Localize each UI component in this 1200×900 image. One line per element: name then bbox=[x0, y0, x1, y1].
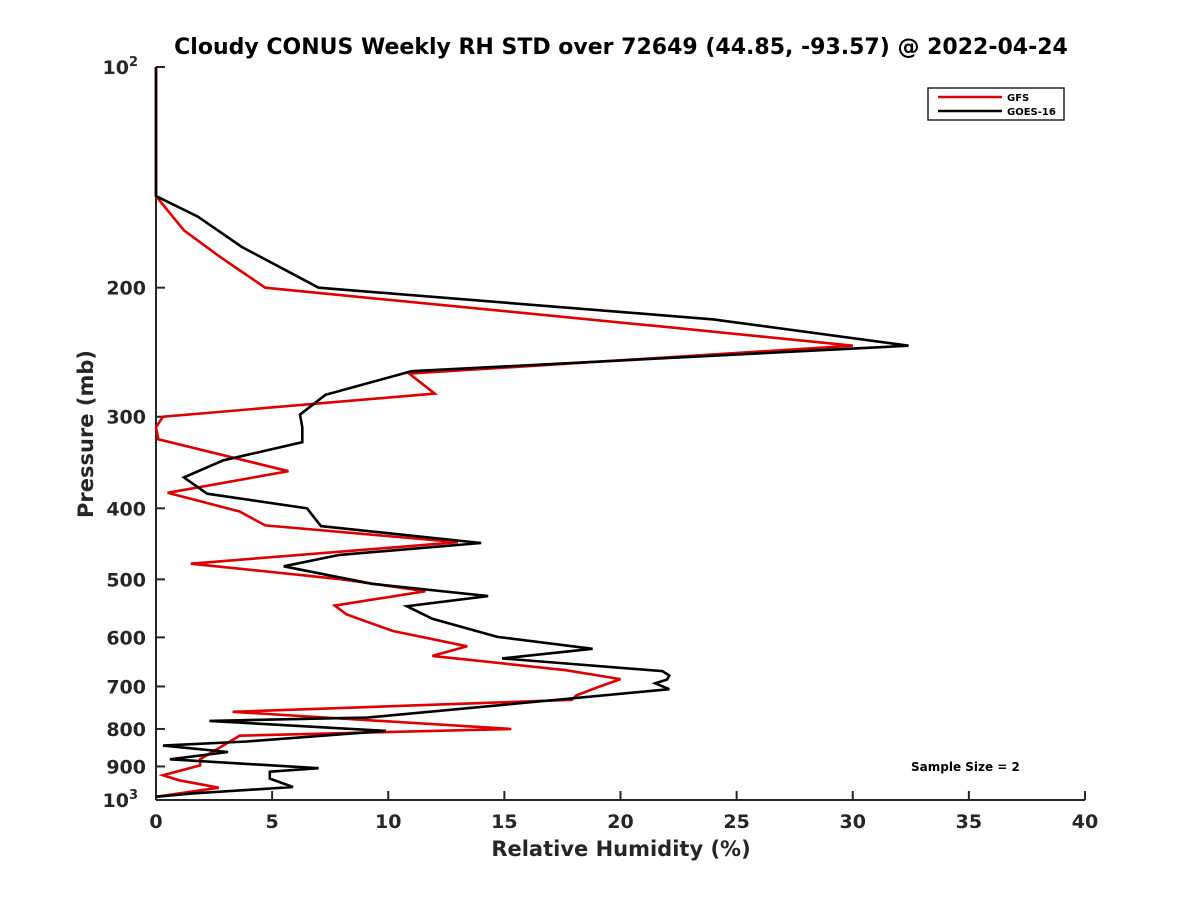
y-axis-ticks: 102 200 300 400 500 600 700 800 900 103 bbox=[103, 55, 165, 812]
y-tick-label: 103 bbox=[103, 788, 139, 812]
x-tick-label: 10 bbox=[375, 811, 401, 833]
sample-size-annotation: Sample Size = 2 bbox=[911, 760, 1020, 774]
y-tick-label: 400 bbox=[106, 498, 146, 520]
legend-label-goes16: GOES-16 bbox=[1007, 107, 1056, 118]
y-tick-label: 600 bbox=[106, 627, 146, 649]
x-tick-label: 5 bbox=[266, 811, 279, 833]
x-tick-label: 0 bbox=[149, 811, 162, 833]
y-tick-label: 700 bbox=[106, 676, 146, 698]
series-line-gfs bbox=[154, 67, 853, 799]
x-tick-label: 40 bbox=[1072, 811, 1098, 833]
x-axis-label: Relative Humidity (%) bbox=[491, 837, 750, 861]
y-tick-label: 500 bbox=[106, 569, 146, 591]
x-tick-label: 30 bbox=[840, 811, 866, 833]
chart-title: Cloudy CONUS Weekly RH STD over 72649 (4… bbox=[174, 35, 1068, 60]
y-tick-label: 800 bbox=[106, 719, 146, 741]
legend-label-gfs: GFS bbox=[1007, 93, 1029, 104]
legend: GFS GOES-16 bbox=[927, 87, 1065, 121]
y-tick-label: 300 bbox=[106, 407, 146, 429]
x-axis-ticks: 0 5 10 15 20 25 30 35 40 bbox=[149, 791, 1098, 833]
x-tick-label: 35 bbox=[956, 811, 982, 833]
plot-area: 0 5 10 15 20 25 30 35 40 102 200 300 400 500 600 700 80… bbox=[103, 55, 1099, 833]
y-tick-label: 900 bbox=[106, 756, 146, 778]
y-tick-label: 200 bbox=[106, 278, 146, 300]
x-tick-label: 25 bbox=[723, 811, 749, 833]
series-layer bbox=[154, 67, 909, 799]
series-line-goes-16 bbox=[154, 67, 909, 799]
x-tick-label: 20 bbox=[607, 811, 633, 833]
legend-box bbox=[927, 87, 1065, 121]
y-axis-label: Pressure (mb) bbox=[74, 350, 98, 518]
y-tick-label: 102 bbox=[103, 55, 139, 79]
x-tick-label: 15 bbox=[491, 811, 517, 833]
